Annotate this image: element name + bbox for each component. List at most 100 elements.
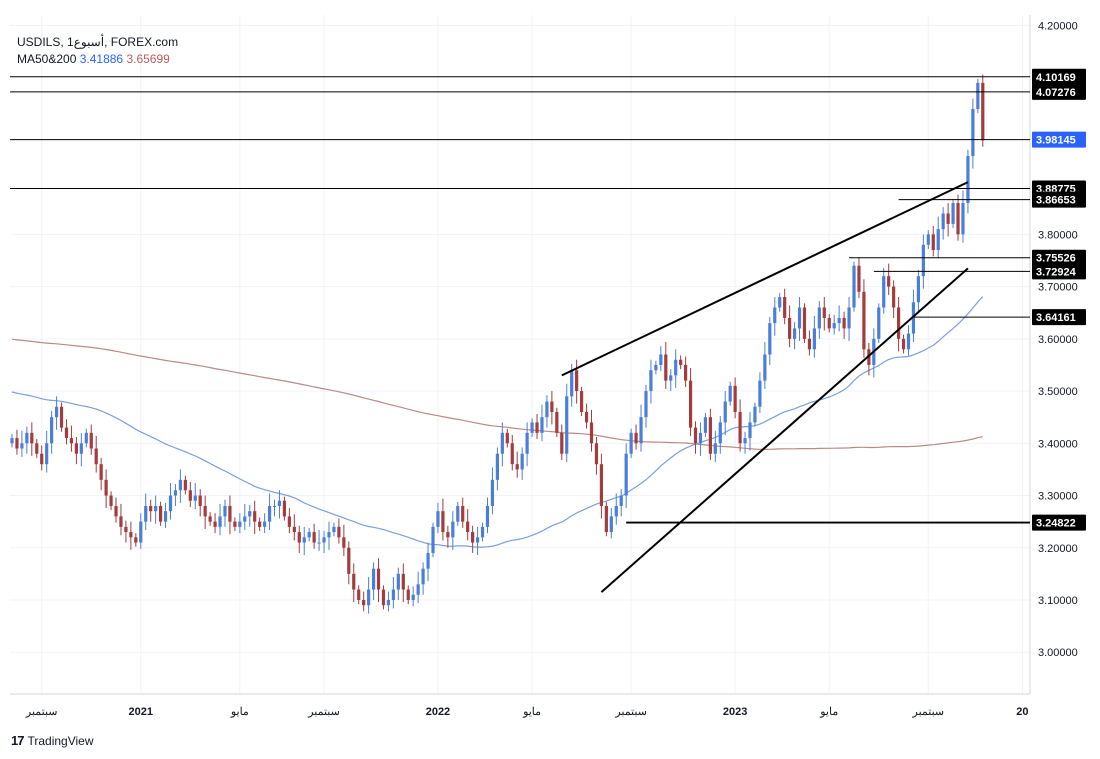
candle-body: [228, 505, 232, 522]
candle-body: [173, 490, 178, 496]
candle-body: [416, 584, 420, 595]
time-tick-label: 2022: [426, 706, 450, 718]
candle-body: [480, 526, 485, 538]
candle-body: [386, 599, 391, 606]
candle-body: [936, 229, 940, 251]
price-label: 3.75526: [1032, 249, 1086, 266]
price-label-bg: [1032, 263, 1086, 280]
candle-body: [619, 495, 623, 506]
candle-body: [451, 521, 455, 538]
ma-label: MA50&200: [17, 52, 77, 66]
candle-body: [852, 265, 856, 308]
candle-body: [664, 354, 668, 381]
candle-body: [45, 443, 49, 465]
candle-body: [550, 401, 554, 412]
price-label-text: 3.24822: [1036, 518, 1076, 530]
trendlines[interactable]: [561, 181, 969, 593]
candle-body: [639, 417, 643, 444]
candle-body: [89, 432, 93, 449]
candle-body: [698, 432, 703, 444]
candle-body: [144, 505, 148, 522]
candle-body: [674, 359, 678, 376]
candle-body: [505, 432, 509, 444]
candle-body: [263, 521, 267, 527]
price-label-bg: [1032, 83, 1086, 100]
candle-body: [644, 391, 648, 418]
candle-body: [708, 417, 712, 454]
price-tick-label: 3.20000: [1038, 543, 1078, 555]
candle-body: [183, 479, 187, 491]
ma50-line: [11, 296, 984, 548]
candle-body: [649, 370, 653, 392]
candle-body: [213, 521, 217, 527]
time-tick-label: مايو: [230, 706, 249, 718]
candle-body: [243, 516, 247, 522]
candle-body: [401, 573, 405, 590]
candle-body: [515, 464, 519, 470]
candle-body: [951, 203, 955, 224]
tradingview-name: TradingView: [27, 733, 94, 748]
candle-body: [783, 297, 787, 318]
candle-body: [292, 526, 296, 533]
ma-legend-line[interactable]: MA50&200 3.41886 3.65699: [17, 51, 178, 68]
candle-body: [461, 505, 465, 522]
candle-body: [926, 234, 930, 245]
candle-body: [466, 521, 470, 533]
candle-body: [208, 516, 212, 522]
candle-body: [421, 568, 425, 585]
candle-body: [129, 532, 133, 538]
time-tick-label: 2021: [129, 706, 153, 718]
candle-body: [901, 338, 906, 350]
price-label: 3.86653: [1032, 191, 1086, 208]
price-tick-label: 3.40000: [1038, 438, 1078, 450]
candle-body: [352, 573, 356, 590]
candle-body: [684, 364, 688, 381]
candle-body: [362, 599, 366, 606]
candle-body: [223, 505, 227, 517]
candle-body: [822, 307, 826, 318]
time-axis[interactable]: سبتمبر 2021 مايو سبتمبر 2022 مايو سبتمبر 2023 ما…: [25, 706, 1029, 718]
candle-body: [941, 213, 945, 230]
time-tick-label: سبتمبر: [25, 706, 58, 718]
candle-body: [847, 307, 851, 329]
candle-body: [59, 406, 64, 428]
price-tick-label: 3.80000: [1038, 229, 1078, 241]
candle-body: [738, 411, 742, 444]
price-axis[interactable]: 4.20000 3.80000 3.70000 3.60000 3.50000 3.400…: [1038, 20, 1078, 659]
candle-body: [396, 573, 400, 590]
candle-body: [500, 432, 504, 454]
ma200-line: [11, 338, 983, 451]
candle-body: [956, 203, 960, 235]
candle-body: [203, 505, 207, 517]
candle-body: [307, 532, 311, 538]
price-tick-label: 3.60000: [1038, 334, 1078, 346]
candle-body: [946, 213, 950, 224]
candle-body: [535, 422, 539, 433]
ma200-value: 3.65699: [126, 52, 170, 66]
candle-body: [911, 302, 916, 334]
candle-body: [906, 333, 911, 350]
candle-body: [792, 328, 797, 339]
time-tick-label: سبتمبر: [307, 706, 340, 718]
horizontal-levels[interactable]: [10, 76, 1030, 524]
candle-body: [540, 417, 544, 433]
candle-body: [589, 422, 594, 444]
price-label-text: 3.86653: [1036, 195, 1076, 207]
trendline-upper: [561, 181, 969, 377]
candle-body: [609, 516, 613, 533]
tradingview-branding[interactable]: 17 TradingView: [11, 733, 94, 748]
candle-body: [966, 156, 970, 204]
candle-body: [837, 317, 841, 324]
candle-body: [565, 396, 569, 454]
candle-body: [882, 276, 886, 308]
candle-body: [807, 338, 812, 350]
symbol-line[interactable]: USDILS, أسبوع1, FOREX.com: [17, 35, 179, 49]
candle-body: [530, 422, 534, 433]
candle-body: [604, 505, 608, 533]
candle-body: [367, 589, 371, 606]
candle-body: [69, 438, 74, 444]
candle-body: [139, 521, 143, 543]
price-tick-label: 4.20000: [1038, 20, 1078, 32]
candle-body: [679, 359, 683, 365]
